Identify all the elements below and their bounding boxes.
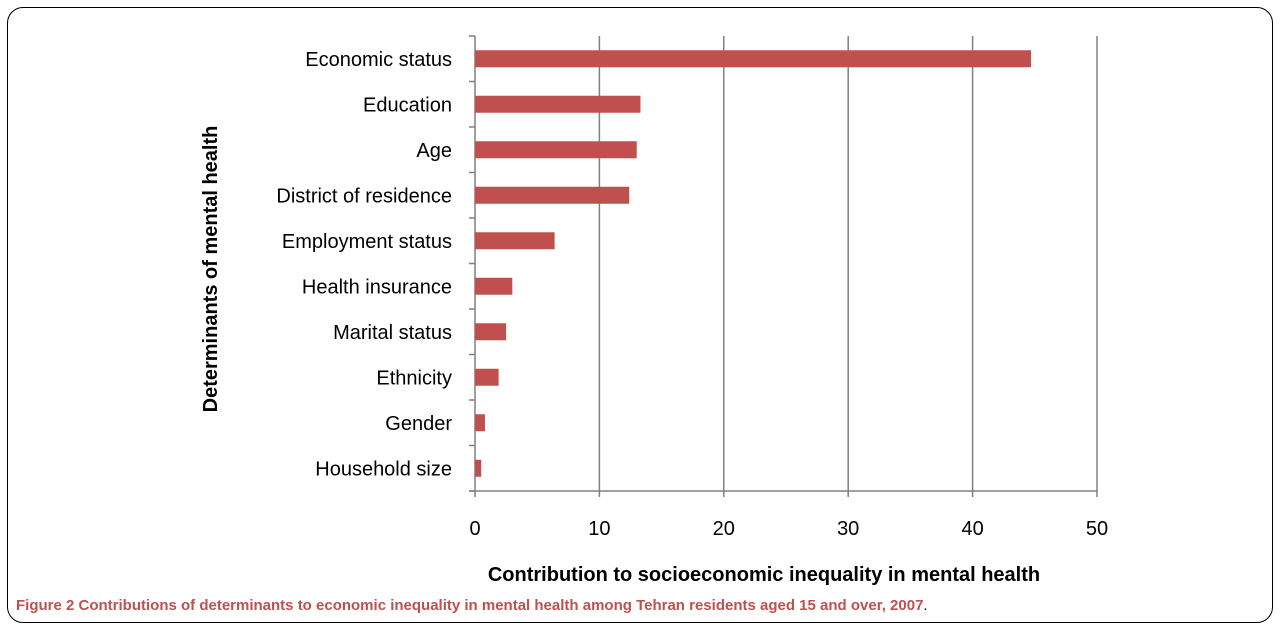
bar (475, 95, 641, 113)
x-tick-label: 40 (961, 518, 983, 540)
figure-frame (7, 7, 1273, 623)
category-label: Health insurance (302, 276, 452, 298)
caption-end: . (923, 597, 928, 614)
caption-text: Contributions of determinants to economi… (74, 597, 924, 614)
bars (475, 50, 1032, 477)
category-label: Economic status (305, 49, 452, 71)
figure-caption: Figure 2 Contributions of determinants t… (16, 597, 928, 614)
category-label: Education (363, 94, 452, 116)
bar (475, 414, 485, 432)
category-label: Household size (315, 458, 452, 480)
category-labels: Economic status Education Age District of r… (276, 49, 452, 481)
bar (475, 232, 555, 250)
category-label: Marital status (333, 322, 452, 344)
category-label: Age (416, 140, 452, 162)
bar (475, 50, 1032, 68)
x-tick-label: 30 (837, 518, 859, 540)
x-tick-labels: 0 10 20 30 40 50 (469, 518, 1108, 540)
y-axis-title: Determinants of mental health (200, 126, 222, 413)
bar (475, 186, 630, 204)
x-tick-label: 50 (1086, 518, 1108, 540)
category-label: Gender (385, 413, 452, 435)
bar (475, 459, 482, 477)
x-axis-title: Contribution to socioeconomic inequality… (488, 564, 1040, 586)
category-label: Employment status (282, 231, 452, 253)
x-tick-label: 0 (469, 518, 480, 540)
bar (475, 277, 513, 295)
category-label: District of residence (276, 185, 452, 207)
x-tick-label: 20 (713, 518, 735, 540)
bar (475, 368, 499, 386)
x-tick-label: 10 (588, 518, 610, 540)
bar (475, 141, 637, 159)
bar (475, 323, 507, 341)
caption-label: Figure 2 (16, 597, 75, 614)
category-label: Ethnicity (376, 367, 452, 389)
